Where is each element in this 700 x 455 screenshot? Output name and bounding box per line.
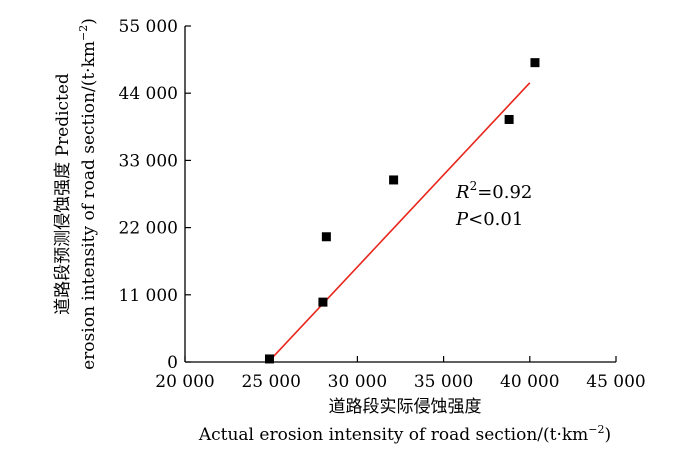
y-tick-label: 33 000 bbox=[119, 151, 178, 171]
y-tick-label: 11 000 bbox=[119, 286, 178, 306]
y-axis-title-en: erosion intensity of road section/(t·km−… bbox=[77, 18, 99, 370]
y-axis-unit-km: km bbox=[79, 41, 99, 67]
y-tick-label: 0 bbox=[167, 353, 178, 373]
x-tick-label: 30 000 bbox=[328, 372, 387, 392]
x-ticks: 20 000 25 000 30 000 35 000 40 000 45 000 bbox=[155, 356, 646, 392]
data-point bbox=[321, 232, 331, 242]
y-axis-unit-dot: · bbox=[79, 67, 99, 72]
plot-area: 20 000 25 000 30 000 35 000 40 000 45 000 0 11… bbox=[119, 17, 646, 392]
r-squared-value: =0.92 bbox=[477, 182, 532, 203]
x-tick-label: 35 000 bbox=[414, 372, 473, 392]
y-axis-unit-close: ) bbox=[79, 18, 99, 25]
y-axis-title-cn: 道路段预测侵蚀强度 Predicted bbox=[53, 73, 73, 315]
r-squared-var: R bbox=[455, 182, 470, 203]
r-squared-annotation: R2=0.92 bbox=[455, 179, 532, 203]
y-axis-unit-sup: −2 bbox=[77, 25, 90, 41]
regression-line bbox=[270, 82, 531, 360]
x-axis-title-cn: 道路段实际侵蚀强度 bbox=[329, 397, 482, 417]
data-point bbox=[504, 114, 514, 124]
data-point bbox=[264, 354, 274, 364]
x-axis-unit-sup: −2 bbox=[588, 423, 604, 436]
data-point bbox=[530, 58, 540, 68]
p-value-annotation: P<0.01 bbox=[455, 209, 523, 230]
y-tick-label: 22 000 bbox=[119, 219, 178, 239]
x-axis-unit-close: ) bbox=[605, 425, 612, 445]
x-tick-label: 45 000 bbox=[586, 372, 645, 392]
r-squared-sup: 2 bbox=[470, 179, 478, 193]
x-tick-label: 25 000 bbox=[241, 372, 300, 392]
data-point bbox=[389, 175, 399, 185]
p-value-var: P bbox=[455, 209, 469, 230]
x-axis-title-en: Actual erosion intensity of road section… bbox=[198, 423, 611, 445]
data-points bbox=[264, 58, 540, 364]
x-axis-title-en-text: Actual erosion intensity of road section… bbox=[198, 425, 557, 445]
x-tick-label: 40 000 bbox=[500, 372, 559, 392]
data-point bbox=[318, 297, 328, 307]
x-axis-unit-km: km bbox=[562, 425, 588, 445]
y-tick-label: 44 000 bbox=[119, 84, 178, 104]
x-axis-unit-dot: · bbox=[556, 425, 561, 445]
x-tick-label: 20 000 bbox=[155, 372, 214, 392]
y-axis-title-en-text: erosion intensity of road section/(t bbox=[79, 73, 99, 370]
y-ticks: 0 11 000 22 000 33 000 44 000 55 000 bbox=[119, 17, 191, 373]
y-tick-label: 55 000 bbox=[119, 17, 178, 37]
p-value-value: <0.01 bbox=[468, 209, 523, 230]
